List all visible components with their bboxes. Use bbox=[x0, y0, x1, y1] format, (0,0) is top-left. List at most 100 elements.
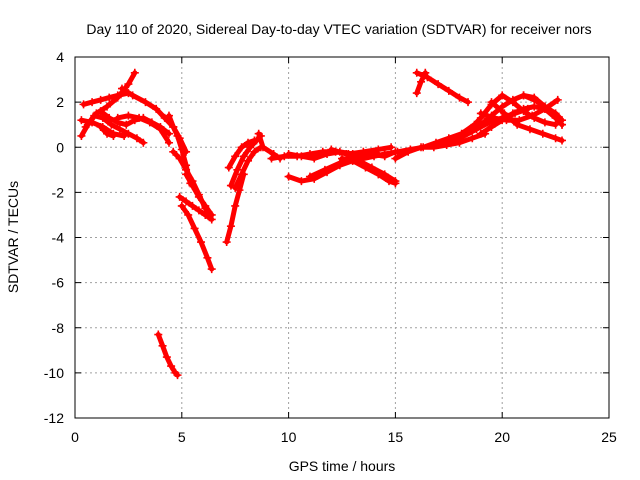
data-point-marker bbox=[184, 210, 193, 219]
data-point-marker bbox=[96, 95, 105, 104]
data-point-marker bbox=[201, 210, 210, 219]
y-tick-label: -6 bbox=[52, 275, 65, 291]
data-point-marker bbox=[284, 150, 293, 159]
data-point-marker bbox=[508, 98, 517, 107]
data-point-marker bbox=[139, 138, 148, 147]
data-point-marker bbox=[297, 177, 306, 186]
data-point-marker bbox=[132, 134, 141, 143]
data-point-marker bbox=[103, 102, 112, 111]
data-point-marker bbox=[267, 154, 276, 163]
data-point-marker bbox=[540, 102, 549, 111]
data-point-marker bbox=[519, 104, 528, 113]
data-point-marker bbox=[297, 152, 306, 161]
data-point-marker bbox=[177, 201, 186, 210]
data-point-marker bbox=[487, 98, 496, 107]
y-axis-label: SDTVAR / TECUs bbox=[5, 181, 21, 293]
data-point-marker bbox=[77, 116, 86, 125]
data-point-marker bbox=[222, 238, 231, 247]
data-point-marker bbox=[164, 138, 173, 147]
series-arc-12 bbox=[175, 192, 216, 224]
data-point-marker bbox=[370, 152, 379, 161]
data-point-marker bbox=[145, 118, 154, 127]
data-point-marker bbox=[455, 134, 464, 143]
data-point-marker bbox=[239, 152, 248, 161]
data-point-marker bbox=[177, 145, 186, 154]
data-point-marker bbox=[391, 179, 400, 188]
data-point-marker bbox=[553, 95, 562, 104]
data-point-marker bbox=[444, 86, 453, 95]
data-point-marker bbox=[117, 84, 126, 93]
series-arc-05 bbox=[81, 111, 148, 147]
data-point-marker bbox=[201, 201, 210, 210]
data-point-marker bbox=[90, 111, 99, 120]
data-point-marker bbox=[387, 143, 396, 152]
data-point-marker bbox=[231, 152, 240, 161]
data-point-marker bbox=[434, 140, 443, 149]
data-point-marker bbox=[194, 206, 203, 215]
data-point-marker bbox=[476, 120, 485, 129]
data-point-marker bbox=[152, 104, 161, 113]
data-point-marker bbox=[464, 98, 473, 107]
data-point-marker bbox=[374, 170, 383, 179]
data-point-marker bbox=[476, 129, 485, 138]
data-point-marker bbox=[233, 165, 242, 174]
y-tick-label: 2 bbox=[56, 94, 64, 110]
data-point-marker bbox=[226, 222, 235, 231]
data-point-marker bbox=[169, 122, 178, 131]
data-point-marker bbox=[203, 253, 212, 262]
data-points bbox=[77, 68, 567, 380]
data-point-marker bbox=[115, 125, 124, 134]
series-arc-02 bbox=[79, 89, 133, 109]
data-point-marker bbox=[538, 129, 547, 138]
series-arc-34 bbox=[487, 98, 567, 145]
data-point-marker bbox=[530, 95, 539, 104]
data-point-marker bbox=[158, 341, 167, 350]
data-point-marker bbox=[498, 91, 507, 100]
y-tick-label: -2 bbox=[52, 184, 65, 200]
data-point-marker bbox=[519, 91, 528, 100]
series-arc-36 bbox=[519, 91, 567, 125]
data-point-marker bbox=[258, 143, 267, 152]
y-tick-label: -10 bbox=[44, 365, 64, 381]
data-point-marker bbox=[558, 116, 567, 125]
data-point-marker bbox=[231, 201, 240, 210]
data-point-marker bbox=[96, 122, 105, 131]
data-point-marker bbox=[103, 129, 112, 138]
grid-lines bbox=[75, 57, 609, 418]
data-point-marker bbox=[77, 131, 86, 140]
data-point-marker bbox=[113, 113, 122, 122]
data-point-marker bbox=[530, 102, 539, 111]
data-point-marker bbox=[224, 163, 233, 172]
data-point-marker bbox=[404, 147, 413, 156]
data-point-marker bbox=[164, 129, 173, 138]
data-point-marker bbox=[96, 107, 105, 116]
x-tick-label: 5 bbox=[178, 429, 186, 445]
data-point-marker bbox=[342, 150, 351, 159]
data-point-marker bbox=[79, 100, 88, 109]
series-arc-08 bbox=[96, 122, 118, 140]
data-point-marker bbox=[551, 134, 560, 143]
data-point-marker bbox=[384, 177, 393, 186]
series-arc-37 bbox=[254, 129, 285, 163]
data-point-marker bbox=[429, 143, 438, 152]
series-arc-11 bbox=[182, 170, 216, 219]
data-point-marker bbox=[393, 147, 402, 156]
y-tick-label: -4 bbox=[52, 230, 65, 246]
data-point-marker bbox=[280, 152, 289, 161]
data-point-marker bbox=[113, 91, 122, 100]
series-arc-25 bbox=[338, 150, 389, 165]
data-point-marker bbox=[412, 89, 421, 98]
data-point-marker bbox=[124, 129, 133, 138]
series-arc-29 bbox=[412, 68, 430, 98]
data-point-marker bbox=[182, 197, 191, 206]
series-arc-17 bbox=[224, 136, 259, 172]
data-point-marker bbox=[513, 120, 522, 129]
data-point-marker bbox=[380, 150, 389, 159]
data-point-marker bbox=[109, 131, 118, 140]
data-point-marker bbox=[525, 125, 534, 134]
data-point-marker bbox=[244, 138, 253, 147]
data-point-marker bbox=[417, 143, 426, 152]
x-tick-label: 10 bbox=[281, 429, 297, 445]
